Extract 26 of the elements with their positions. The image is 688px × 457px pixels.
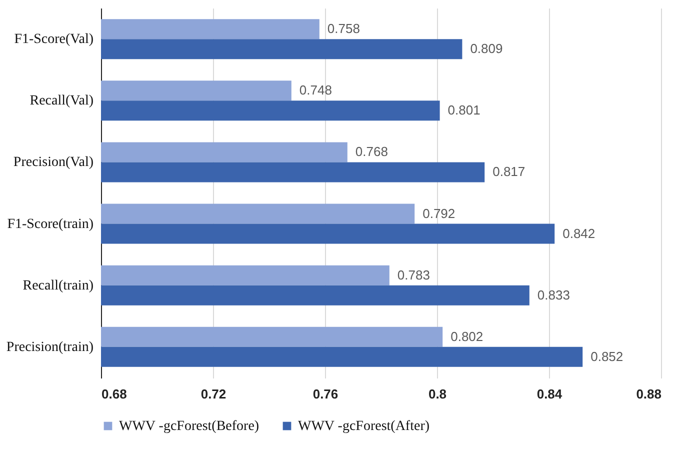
data-label: 0.802 xyxy=(450,328,484,344)
x-tick-label: 0.68 xyxy=(102,386,127,402)
legend-label: WWV -gcForest(After) xyxy=(298,419,430,434)
data-label: 0.833 xyxy=(537,287,570,302)
data-label: 0.852 xyxy=(590,348,624,364)
data-label: 0.768 xyxy=(355,144,388,160)
x-tick-label: 0.8 xyxy=(428,386,447,402)
data-label: 0.783 xyxy=(397,267,430,282)
y-tick-label: F1-Score(train) xyxy=(7,216,94,232)
x-tick-label: 0.88 xyxy=(636,386,662,402)
x-tick-label: 0.72 xyxy=(200,386,226,402)
data-label: 0.801 xyxy=(448,102,480,118)
x-tick-label: 0.76 xyxy=(312,386,338,402)
data-label: 0.758 xyxy=(327,21,360,36)
data-label: 0.842 xyxy=(562,226,596,241)
x-tick-label: 0.84 xyxy=(536,386,563,402)
data-label: 0.748 xyxy=(299,82,332,98)
y-tick-label: F1-Score(Val) xyxy=(14,32,94,48)
legend-label: WWV -gcForest(Before) xyxy=(119,419,260,434)
data-label: 0.817 xyxy=(492,164,526,180)
y-tick-label: Precision(train) xyxy=(6,340,94,355)
y-tick-label: Precision(Val) xyxy=(13,155,94,170)
data-label: 0.809 xyxy=(470,41,503,56)
data-label: 0.792 xyxy=(422,206,456,221)
y-tick-label: Recall(train) xyxy=(22,278,94,294)
y-tick-label: Recall(Val) xyxy=(30,94,94,109)
